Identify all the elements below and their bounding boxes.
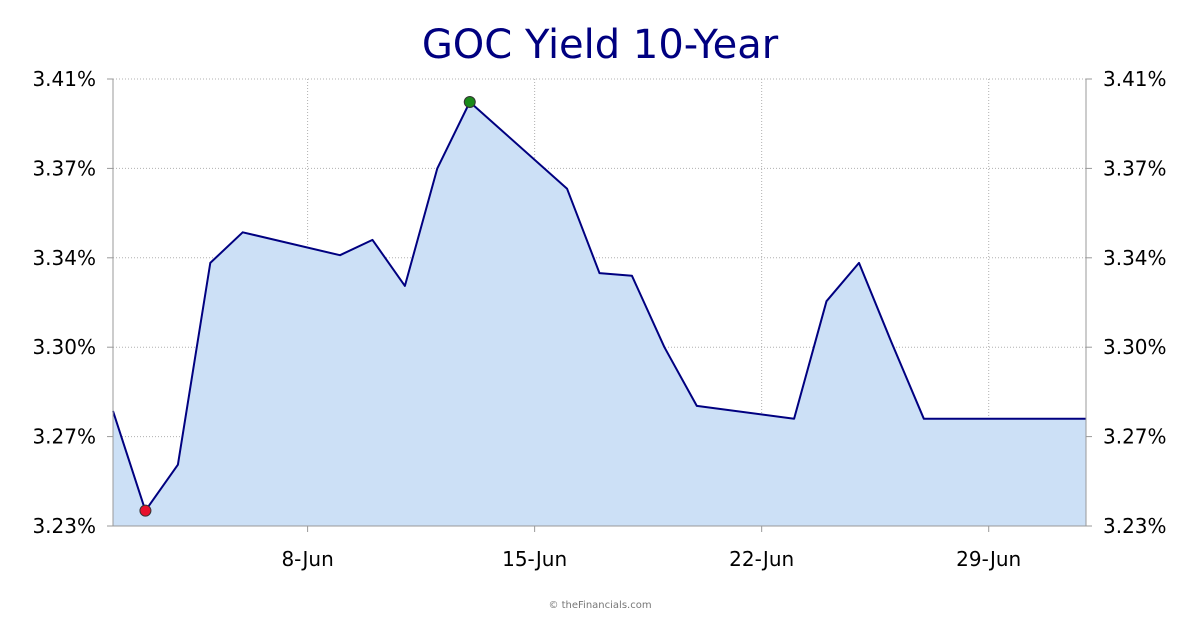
credit-text: © theFinancials.com: [548, 600, 651, 611]
y-tick-label-right: 3.37%: [1103, 156, 1167, 180]
y-tick-label-right: 3.27%: [1103, 425, 1167, 449]
min-point-marker: [139, 504, 152, 517]
max-point-marker: [463, 95, 476, 108]
x-tick-label: 15-Jun: [502, 547, 567, 571]
x-tick-label: 22-Jun: [729, 547, 794, 571]
y-tick-label-left: 3.23%: [32, 514, 96, 538]
y-tick-label-left: 3.34%: [32, 246, 96, 270]
y-tick-label-left: 3.37%: [32, 156, 96, 180]
series-line: [112, 101, 1086, 512]
tick-label-layer: 3.23% 3.23% 3.27% 3.27% 3.30% 3.30% 3.34% 3.34%…: [32, 67, 1166, 571]
y-tick-label-right: 3.23%: [1103, 514, 1167, 538]
axis-layer: [107, 78, 1092, 532]
y-tick-label-right: 3.34%: [1103, 246, 1167, 270]
area-layer: [112, 101, 1086, 526]
y-tick-label-left: 3.41%: [32, 67, 96, 91]
marker-layer: [139, 95, 476, 517]
y-tick-label-left: 3.30%: [32, 335, 96, 359]
series-area-fill: [113, 102, 1086, 526]
chart-title: GOC Yield 10-Year: [422, 22, 779, 68]
x-tick-label: 29-Jun: [956, 547, 1021, 571]
y-tick-label-right: 3.41%: [1103, 67, 1167, 91]
y-tick-label-right: 3.30%: [1103, 335, 1167, 359]
y-tick-label-left: 3.27%: [32, 425, 96, 449]
x-tick-label: 8-Jun: [281, 547, 333, 571]
